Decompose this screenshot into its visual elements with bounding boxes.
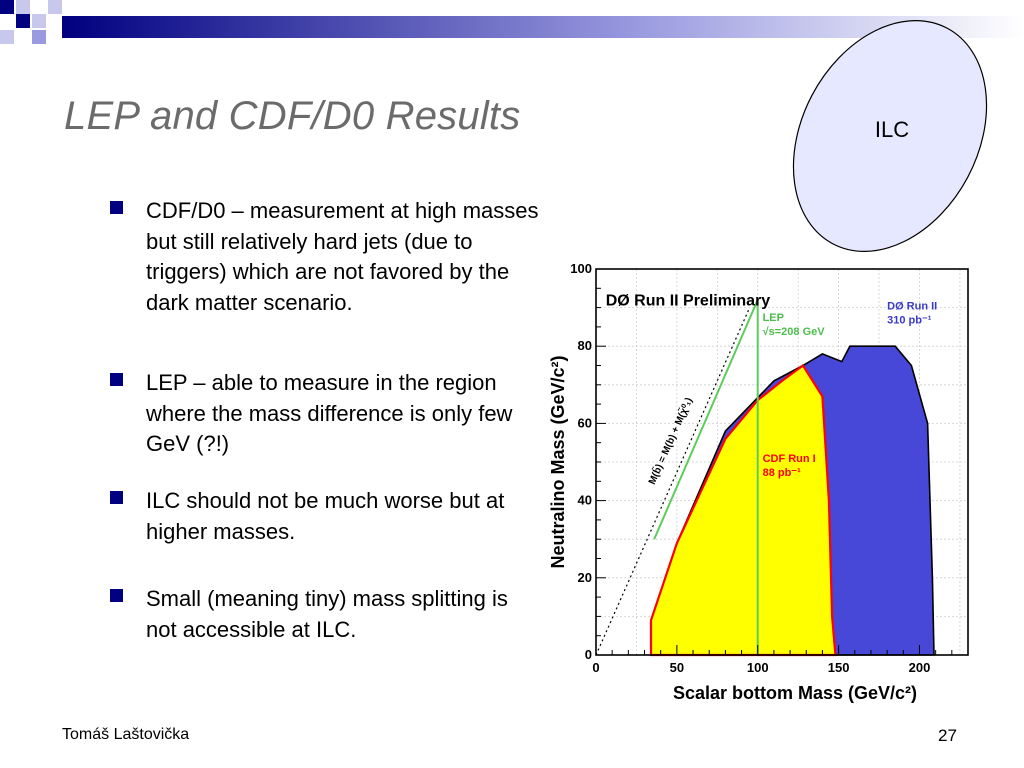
ilc-label: ILC	[875, 117, 909, 142]
y-tick-label: 60	[578, 415, 592, 430]
footer-author: Tomáš Laštovička	[62, 726, 190, 743]
slide-title: LEP and CDF/D0 Results	[64, 94, 521, 138]
d0-legend-label-line: 310 pb⁻¹	[887, 315, 932, 327]
y-axis-label: Neutralino Mass (GeV/c²)	[548, 355, 568, 568]
d0-legend-label-line: DØ Run II	[887, 301, 937, 313]
lep-legend-label-line: √s=208 GeV	[763, 326, 826, 338]
lep-legend-label: LEP √s=208 GeV	[763, 312, 826, 338]
x-tick-label: 200	[909, 660, 931, 675]
lep-limit-line	[653, 299, 759, 655]
y-tick-label: 20	[578, 570, 592, 585]
bullet-item-cdf-d0: CDF/D0 – measurement at high masses but …	[110, 196, 540, 318]
bullet-item-lep: LEP – able to measure in the region wher…	[110, 368, 540, 460]
bullet-square-icon	[110, 491, 123, 504]
bullet-square-icon	[110, 373, 123, 386]
cdf-legend-label-line: CDF Run I	[763, 453, 816, 465]
ilc-ellipse: ILC	[792, 20, 988, 252]
cdf-legend-label-line: 88 pb⁻¹	[763, 467, 802, 479]
kinematic-limit-line	[595, 307, 751, 656]
x-tick-label: 50	[670, 660, 684, 675]
x-tick-label: 0	[592, 660, 599, 675]
y-tick-label: 80	[578, 338, 592, 353]
bullet-text: ILC should not be much worse but at high…	[146, 488, 505, 544]
cdf-excluded-region	[649, 363, 837, 657]
bullet-square-icon	[110, 589, 123, 602]
y-tick-label: 40	[578, 493, 592, 508]
chart-title: DØ Run II Preliminary	[606, 293, 771, 310]
ilc-ellipse-shape	[792, 20, 988, 252]
cdf-legend-label: CDF Run I 88 pb⁻¹	[763, 453, 816, 479]
bullet-square-icon	[110, 201, 123, 214]
bullet-text: LEP – able to measure in the region wher…	[146, 370, 513, 456]
bullet-text: Small (meaning tiny) mass splitting is n…	[146, 586, 508, 642]
bullet-text: CDF/D0 – measurement at high masses but …	[146, 198, 539, 315]
exclusion-chart: M(b̃) = M(b) + M(χ̃⁰₁)0 50 100 150 200020406…	[548, 261, 969, 703]
lep-legend-label-line: LEP	[763, 312, 784, 324]
bullet-item-small-splitting: Small (meaning tiny) mass splitting is n…	[110, 584, 540, 645]
x-tick-label: 150	[828, 660, 850, 675]
corner-decoration	[0, 0, 1024, 44]
y-tick-label: 0	[585, 647, 592, 662]
d0-legend-label: DØ Run II 310 pb⁻¹	[887, 301, 937, 327]
bullet-item-ilc: ILC should not be much worse but at high…	[110, 486, 540, 547]
x-axis-label: Scalar bottom Mass (GeV/c²)	[673, 683, 917, 703]
y-tick-label: 100	[570, 261, 592, 276]
page-number: 27	[938, 726, 957, 745]
x-tick-label: 100	[747, 660, 769, 675]
